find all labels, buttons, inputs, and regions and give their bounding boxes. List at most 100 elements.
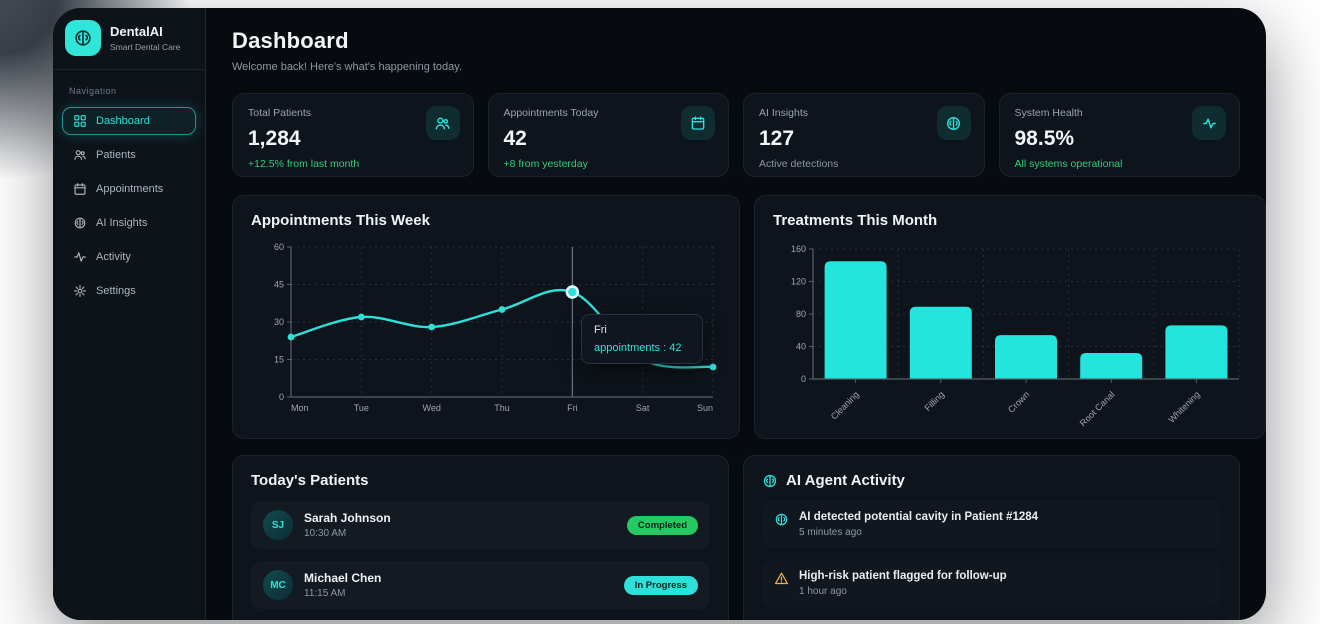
- status-badge: Completed: [626, 515, 698, 535]
- charts-row: Appointments This Week 0 15 30 45 60 Mon Tue We…: [232, 195, 1266, 439]
- stat-card-total-patients: Total Patients 1,284 +12.5% from last mo…: [232, 93, 474, 177]
- svg-text:160: 160: [791, 244, 806, 254]
- activity-time: 1 hour ago: [799, 586, 847, 597]
- sidebar-item-label: Patients: [96, 149, 136, 161]
- nav-section-label: Navigation: [69, 86, 117, 96]
- main-content: Dashboard Welcome back! Here's what's ha…: [206, 8, 1266, 620]
- patients-card-title: Today's Patients: [251, 472, 369, 489]
- treatments-chart-card: Treatments This Month 0 40 80 120 160 Cleanin…: [754, 195, 1266, 439]
- avatar: MC: [263, 570, 293, 600]
- stat-value: 1,284: [248, 127, 301, 150]
- sidebar-item-patients[interactable]: Patients: [62, 141, 196, 169]
- warning-icon: [774, 572, 789, 585]
- sidebar-item-label: Activity: [96, 251, 131, 263]
- chart-tooltip: Fri appointments : 42: [581, 314, 703, 364]
- brain-icon: [74, 217, 86, 229]
- tooltip-title: Fri: [594, 324, 607, 336]
- patient-time: 10:30 AM: [304, 528, 347, 539]
- svg-text:Cleaning: Cleaning: [829, 389, 861, 421]
- brain-icon: [75, 30, 91, 46]
- activity-item[interactable]: AI detected potential cavity in Patient …: [762, 501, 1221, 548]
- svg-text:Sat: Sat: [636, 403, 650, 413]
- sidebar-item-settings[interactable]: Settings: [62, 277, 196, 305]
- activity-info: High-risk patient flagged for follow-up …: [799, 570, 1007, 597]
- activity-text: AI detected potential cavity in Patient …: [799, 511, 1039, 523]
- svg-text:Fri: Fri: [567, 403, 578, 413]
- activity-card-title: AI Agent Activity: [762, 472, 1221, 489]
- patient-row[interactable]: MC Michael Chen 11:15 AM In Progress: [251, 561, 710, 609]
- todays-patients-card: Today's Patients SJ Sarah Johnson 10:30 …: [232, 455, 729, 620]
- svg-text:Root Canal: Root Canal: [1078, 389, 1117, 428]
- treatments-bar-chart[interactable]: 0 40 80 120 160 Cleaning Filling Crown Root Cana…: [773, 239, 1247, 429]
- svg-text:0: 0: [279, 392, 284, 402]
- svg-text:30: 30: [274, 317, 284, 327]
- stat-note: +8 from yesterday: [503, 158, 588, 170]
- patient-name: Michael Chen: [304, 571, 382, 585]
- app-window: DentalAI Smart Dental Care Navigation Da…: [53, 8, 1266, 620]
- stat-label: Appointments Today: [503, 107, 599, 119]
- svg-text:40: 40: [796, 342, 806, 352]
- patient-time: 11:15 AM: [304, 588, 346, 599]
- status-badge: In Progress: [623, 575, 698, 595]
- stat-card-system-health: System Health 98.5% All systems operatio…: [998, 93, 1240, 177]
- gear-icon: [74, 285, 86, 297]
- sidebar-item-appointments[interactable]: Appointments: [62, 175, 196, 203]
- svg-text:120: 120: [791, 277, 806, 287]
- sidebar-item-activity[interactable]: Activity: [62, 243, 196, 271]
- sidebar-item-label: AI Insights: [96, 217, 148, 229]
- ai-agent-activity-card: AI Agent Activity AI detected potential …: [743, 455, 1240, 620]
- svg-text:0: 0: [801, 374, 806, 384]
- activity-item[interactable]: Treatment plan approved for Patient #126…: [762, 619, 1221, 620]
- patient-row[interactable]: SJ Sarah Johnson 10:30 AM Completed: [251, 501, 710, 549]
- page-title: Dashboard: [232, 28, 349, 53]
- pulse-icon: [1192, 106, 1226, 140]
- bottom-row: Today's Patients SJ Sarah Johnson 10:30 …: [232, 455, 1240, 620]
- stat-note: All systems operational: [1014, 158, 1123, 170]
- page-subtitle: Welcome back! Here's what's happening to…: [232, 61, 463, 73]
- stat-value: 127: [759, 127, 795, 150]
- brand-name: DentalAI: [110, 24, 163, 40]
- appointments-chart-card: Appointments This Week 0 15 30 45 60 Mon Tue We…: [232, 195, 740, 439]
- sidebar-item-label: Appointments: [96, 183, 164, 195]
- activity-info: AI detected potential cavity in Patient …: [799, 511, 1038, 538]
- svg-text:45: 45: [274, 280, 284, 290]
- stat-card-appointments-today: Appointments Today 42 +8 from yesterday: [487, 93, 729, 177]
- calendar-icon: [74, 183, 86, 195]
- sidebar-item-ai-insights[interactable]: AI Insights: [62, 209, 196, 237]
- svg-text:60: 60: [274, 242, 284, 252]
- svg-text:Sun: Sun: [697, 403, 713, 413]
- brain-icon: [936, 106, 971, 140]
- activity-title-text: AI Agent Activity: [786, 472, 905, 489]
- avatar: SJ: [263, 510, 293, 540]
- brain-icon: [763, 474, 777, 487]
- activity-item[interactable]: High-risk patient flagged for follow-up …: [762, 560, 1221, 607]
- calendar-icon: [681, 106, 715, 140]
- svg-text:15: 15: [274, 355, 284, 365]
- users-icon: [425, 106, 460, 140]
- stat-value: 98.5%: [1014, 127, 1075, 150]
- stat-cards: Total Patients 1,284 +12.5% from last mo…: [232, 93, 1240, 177]
- stat-value: 42: [503, 127, 527, 150]
- activity-time: 5 minutes ago: [799, 527, 862, 538]
- svg-text:Tue: Tue: [354, 403, 369, 413]
- sidebar-item-label: Settings: [96, 285, 136, 297]
- stat-label: System Health: [1014, 107, 1083, 119]
- svg-text:Filling: Filling: [923, 389, 947, 413]
- patient-name: Sarah Johnson: [304, 511, 391, 525]
- sidebar-item-dashboard[interactable]: Dashboard: [62, 107, 196, 135]
- tooltip-value: appointments : 42: [594, 342, 682, 354]
- patient-info: Michael Chen 11:15 AM: [304, 571, 381, 599]
- brand-logo: [65, 20, 101, 56]
- stat-label: AI Insights: [759, 107, 809, 119]
- brand-tagline: Smart Dental Care: [110, 41, 181, 52]
- brand-text: DentalAI Smart Dental Care: [110, 24, 180, 52]
- stat-label: Total Patients: [248, 107, 312, 119]
- activity-icon: [74, 252, 86, 262]
- stat-note: Active detections: [759, 158, 839, 170]
- patient-info: Sarah Johnson 10:30 AM: [304, 511, 391, 539]
- activity-text: High-risk patient flagged for follow-up: [799, 570, 1007, 582]
- svg-text:Whitening: Whitening: [1166, 389, 1201, 424]
- patients-icon: [74, 150, 86, 160]
- svg-text:Thu: Thu: [494, 403, 510, 413]
- chart-title: Appointments This Week: [251, 212, 430, 229]
